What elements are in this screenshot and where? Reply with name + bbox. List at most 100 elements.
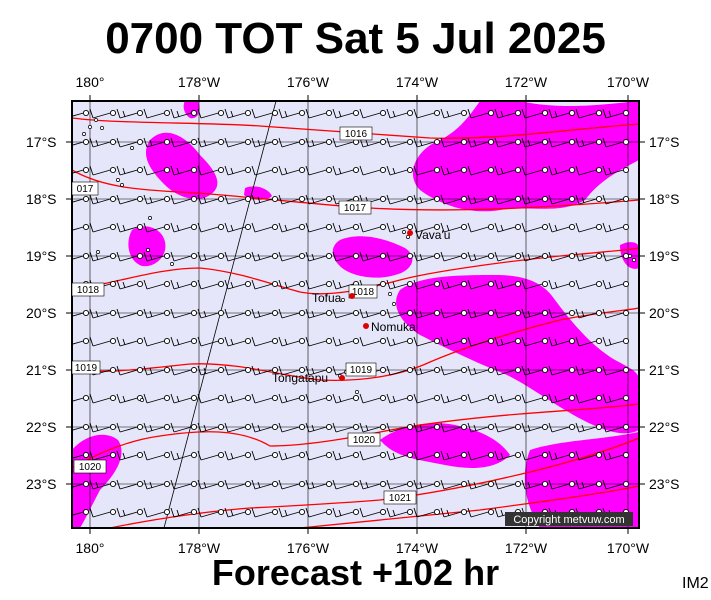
rain-area-3 [332,236,413,278]
wind-station [251,279,279,290]
wind-station [521,165,549,176]
wind-station [548,194,576,205]
wind-station [602,336,630,347]
rain-area-5 [380,423,510,468]
wind-station [359,479,387,490]
isobar-label-1021: 1021 [383,490,417,505]
copyright-badge: Copyright metvuw.com [505,512,633,526]
wind-station [332,308,360,319]
wind-station [386,336,414,347]
wind-station [116,450,144,461]
wind-station [116,251,144,262]
wind-station [548,137,576,148]
wind-station [602,108,630,119]
island-11 [96,250,100,254]
wind-station [224,507,252,518]
wind-station [413,422,441,433]
lat-label-18s-right: 18°S [649,191,680,207]
wind-station [116,479,144,490]
wind-station [305,365,333,376]
axis-ticks [66,95,645,534]
wind-station [494,336,522,347]
wind-station [494,422,522,433]
wind-station [143,308,171,319]
wind-station [494,251,522,262]
wind-station [72,166,90,174]
wind-station [197,279,225,290]
isobar-line-6 [109,437,639,528]
isobar-label-1020-mid: 1020 [347,432,381,447]
wind-station [224,279,252,290]
lon-label-180-bottom: 180° [75,540,105,556]
wind-station [575,422,603,433]
wind-station [413,251,441,262]
isobar-line-4 [72,307,639,381]
island-12 [406,235,410,239]
lat-label-23s-left: 23°S [26,476,57,492]
lat-label-20s-right: 20°S [649,305,680,321]
island-9 [146,248,150,252]
wind-station [305,108,333,119]
island-2 [94,118,98,122]
wind-station [521,222,549,233]
svg-text:017: 017 [77,184,94,195]
wind-station [440,194,468,205]
svg-text:Tongatapu: Tongatapu [272,371,328,385]
island-7 [120,183,124,187]
wind-station [197,251,225,262]
wind-station [251,336,279,347]
wind-station [89,251,117,262]
wind-station [548,365,576,376]
svg-text:1018: 1018 [352,287,375,298]
wind-station [467,108,495,119]
wind-station [116,422,144,433]
wind-station [440,336,468,347]
svg-text:1017: 1017 [344,203,367,214]
wind-station [494,194,522,205]
wind-station [197,137,225,148]
lon-label-176w-top: 176°W [286,74,330,90]
wind-station [89,165,117,176]
islands [82,118,636,402]
wind-station [197,336,225,347]
wind-station [116,222,144,233]
wind-station [89,108,117,119]
wind-station [143,479,171,490]
isobar-label-1016: 1016 [339,126,373,141]
wind-station [332,222,360,233]
wind-station [116,279,144,290]
wind-station [386,365,414,376]
wind-station [89,194,117,205]
wind-station [521,194,549,205]
wind-station [251,393,279,404]
wind-station [305,251,333,262]
wind-station [305,479,333,490]
lat-label-21s-left: 21°S [26,362,57,378]
island-3 [82,132,86,136]
lon-label-176w-bottom: 176°W [286,540,330,556]
wind-station [332,450,360,461]
wind-station [278,336,306,347]
wind-station [305,137,333,148]
wind-station [575,108,603,119]
wind-station [332,422,360,433]
wind-station [278,393,306,404]
wind-station [224,137,252,148]
wind-station [170,194,198,205]
lon-label-170w-top: 170°W [606,74,650,90]
wind-station [224,194,252,205]
wind-station [548,279,576,290]
isobar-label-1017-west: 017 [71,181,99,196]
svg-text:Tofua: Tofua [312,291,342,305]
wind-station [116,365,144,376]
wind-station [72,223,90,231]
wind-station [278,308,306,319]
wind-station [72,309,90,317]
wind-station [440,279,468,290]
wind-station [332,336,360,347]
wind-station [278,137,306,148]
wind-station [575,165,603,176]
wind-station [116,336,144,347]
island-16 [341,298,345,302]
lat-label-17s-right: 17°S [649,134,680,150]
